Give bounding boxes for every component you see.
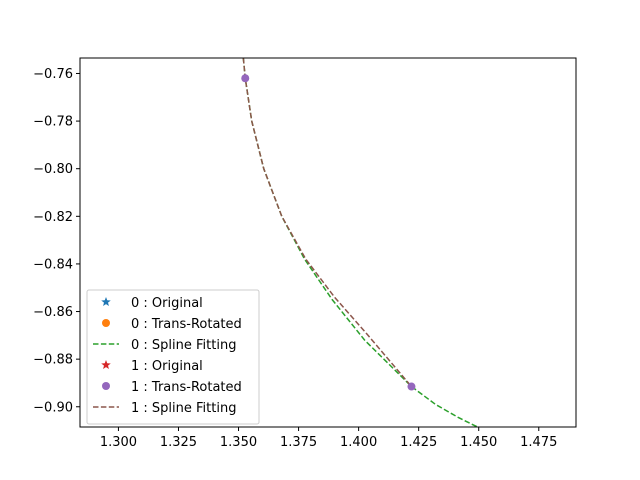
legend-label-1: 0 : Trans-Rotated [131, 317, 242, 332]
legend-label-2: 0 : Spline Fitting [131, 338, 236, 353]
x-axis: 1.300 1.325 1.350 1.375 1.400 1.425 1.450 1.475 [100, 427, 557, 450]
series-layer [241, 58, 478, 427]
x-tick-label: 1.350 [220, 435, 257, 450]
plot-frame [79, 57, 577, 428]
y-tick-label: −0.76 [33, 67, 73, 82]
x-tick-label: 1.425 [400, 435, 437, 450]
x-tick-label: 1.375 [280, 435, 317, 450]
y-tick-label: −0.86 [33, 305, 73, 320]
series-5-line [242, 58, 413, 388]
x-tick-label: 1.325 [160, 435, 197, 450]
series-4-point [407, 382, 416, 391]
legend-box [86, 289, 260, 425]
y-tick-label: −0.78 [33, 115, 73, 130]
legend-handle-3 [101, 360, 111, 370]
x-tick-label: 1.450 [460, 435, 497, 450]
legend-label-3: 1 : Original [131, 359, 203, 374]
legend-handle-1 [102, 319, 110, 327]
y-tick-label: −0.90 [33, 400, 73, 415]
y-tick-label: −0.88 [33, 353, 73, 368]
x-tick-label: 1.400 [340, 435, 377, 450]
y-tick-label: −0.84 [33, 257, 73, 272]
legend-label-5: 1 : Spline Fitting [131, 401, 236, 416]
legend-label-0: 0 : Original [131, 296, 203, 311]
legend-label-4: 1 : Trans-Rotated [131, 380, 242, 395]
legend-handle-4 [102, 382, 110, 390]
y-tick-label: −0.80 [33, 162, 73, 177]
y-tick-label: −0.82 [33, 210, 73, 225]
y-axis: −0.76 −0.78 −0.80 −0.82 −0.84 −0.86 −0.88 −0.90 [33, 67, 80, 415]
legend-handle-0 [101, 297, 111, 307]
legend: 0 : Original 0 : Trans-Rotated 0 : Spline … [86, 289, 260, 425]
series-4-point [241, 74, 250, 83]
x-tick-label: 1.300 [100, 435, 137, 450]
x-tick-label: 1.475 [520, 435, 557, 450]
